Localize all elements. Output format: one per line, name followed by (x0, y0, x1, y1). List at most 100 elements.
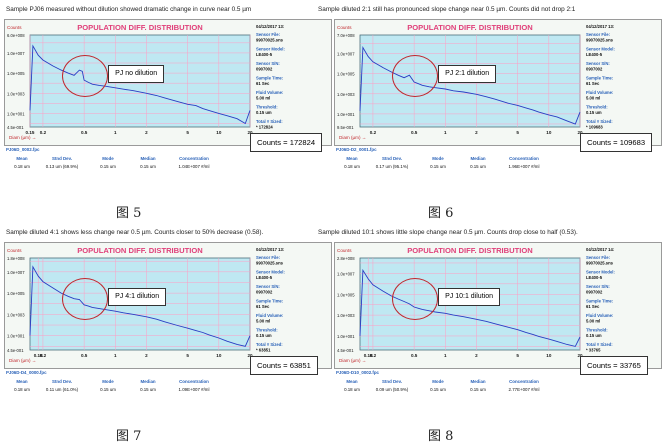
y-tick-label: 7.0e+008 (337, 33, 355, 38)
sensor-info-label: Total # Sized: (256, 342, 283, 347)
y-tick-label: 1.0e+001 (7, 111, 25, 116)
stats-header: Mean (346, 379, 358, 384)
stats-header: Concentration (179, 379, 209, 384)
stats-value: 0.15 um (140, 387, 156, 392)
stats-value: 0.15 um (100, 387, 116, 392)
stats-header: Stnd Dev. (52, 156, 72, 161)
y-tick-label: 1.0e+003 (337, 92, 355, 97)
stats-header: Mode (432, 379, 444, 384)
sensor-info-value: 0.15 um (586, 333, 602, 338)
sensor-info-value: 0.15 um (256, 333, 272, 338)
stats-value: 1.09E+007 #/ml (179, 387, 210, 392)
stats-value: 0.18 um (344, 387, 360, 392)
sensor-info-value: * 109683 (586, 125, 603, 130)
stats-value: 0.18 um (14, 387, 30, 392)
x-tick-label: 0.5 (411, 130, 418, 135)
sensor-info-label: Threshold: (586, 105, 608, 110)
x-tick-label: 2 (145, 130, 148, 135)
sensor-info-value: 61 Sec (256, 81, 270, 86)
sensor-info-value: 61 Sec (586, 304, 600, 309)
y-tick-label: 1.0e+005 (337, 72, 355, 77)
y-tick-label: 2.8e+008 (337, 256, 355, 261)
stats-header: Concentration (509, 156, 539, 161)
x-tick-label: 10 (546, 130, 552, 135)
data-series-line (359, 45, 581, 125)
x-tick-label: 5 (186, 353, 189, 358)
x-tick-label: 20 (577, 353, 583, 358)
sensor-info-value: 0907002 (586, 67, 603, 72)
stats-value: 0.09 um (50.9%) (376, 387, 409, 392)
sensor-info-value: 61 Sec (256, 304, 270, 309)
figure-label-4: 图 8 (428, 429, 454, 444)
y-tick-label: 1.0e+005 (7, 291, 25, 296)
sensor-info-value: 0907002 (256, 67, 273, 72)
stats-header: Median (140, 379, 155, 384)
stats-header: Mode (432, 156, 444, 161)
x-tick-label: 20 (247, 130, 253, 135)
sensor-info-value: LE400-5 (586, 275, 603, 280)
y-tick-label: 1.0e+003 (7, 312, 25, 317)
file-name: PJ06D-D4_0000.fpc (6, 370, 47, 375)
y-tick-label: 1.0e+007 (7, 270, 25, 275)
sensor-info-label: Threshold: (256, 328, 278, 333)
counts-box: Counts = 109683 (580, 133, 653, 152)
y-tick-label: 1.0e+007 (7, 51, 25, 56)
stats-header: Mode (102, 379, 114, 384)
sensor-info-value: 04/12/2017 13: (586, 24, 614, 29)
stats-value: 0.15 um (430, 387, 446, 392)
y-tick-label: 9.5e-001 (337, 125, 354, 130)
caption-2: Sample diluted 2:1 still has pronounced … (318, 6, 576, 13)
figure-label-3: 图 7 (116, 429, 142, 444)
sensor-info-value: 5.00 ml (256, 96, 270, 101)
x-tick-label: 1 (444, 353, 447, 358)
chart-title: POPULATION DIFF. DISTRIBUTION (407, 23, 533, 32)
chart-title: POPULATION DIFF. DISTRIBUTION (77, 246, 203, 255)
stats-value: 1.04E+007 #/ml (179, 164, 210, 169)
x-tick-label: 2 (475, 130, 478, 135)
y-tick-label: 1.0e+007 (337, 271, 355, 276)
file-name: PJ06D-D2_0001.fpc (336, 147, 377, 152)
stats-header: Concentration (509, 379, 539, 384)
stats-value: 1.96E+007 #/ml (509, 164, 540, 169)
sensor-info-label: Fluid Volume: (586, 313, 613, 318)
sensor-info-label: Sensor File: (586, 255, 610, 260)
stats-header: Median (470, 156, 485, 161)
x-axis-label: Diam (µm) → (339, 358, 366, 363)
x-tick-label: 5 (516, 353, 519, 358)
file-name: PJ06D-D10_0002.fpc (336, 370, 380, 375)
x-tick-label: 0.2 (370, 353, 377, 358)
sensor-info-label: Threshold: (586, 328, 608, 333)
stats-value: 0.18 um (14, 164, 30, 169)
stats-header: Median (470, 379, 485, 384)
sensor-info-value: * 172824 (256, 125, 273, 130)
sensor-info-label: Sensor File: (256, 32, 280, 37)
y-tick-label: 1.0e+003 (337, 313, 355, 318)
chart-title: POPULATION DIFF. DISTRIBUTION (407, 246, 533, 255)
x-tick-label: 5 (186, 130, 189, 135)
sensor-info-label: Sample Time: (256, 299, 283, 304)
counts-box: Counts = 63851 (250, 356, 318, 375)
stats-value: 0.15 um (100, 164, 116, 169)
sensor-info-value: 99070025.sns (586, 38, 614, 43)
sensor-info-value: 04/12/2017 13: (256, 247, 284, 252)
x-tick-label: 10 (216, 130, 222, 135)
sensor-info-label: Sensor Model: (256, 47, 285, 52)
x-tick-label: 2 (475, 353, 478, 358)
sensor-info-value: 04/12/2017 14: (586, 247, 614, 252)
x-tick-label: 0.18 (364, 353, 373, 358)
sensor-info-value: 99070025.sns (256, 38, 284, 43)
y-tick-label: 4.5e-001 (337, 348, 354, 353)
sensor-info-label: Fluid Volume: (586, 90, 613, 95)
x-tick-label: 0.2 (40, 353, 47, 358)
sensor-info-label: Sample Time: (586, 299, 613, 304)
stats-header: Mean (16, 156, 28, 161)
sensor-info-value: 61 Sec (586, 81, 600, 86)
chart-title: POPULATION DIFF. DISTRIBUTION (77, 23, 203, 32)
y-tick-label: 4.5e-001 (7, 348, 24, 353)
data-series-line (359, 268, 581, 347)
x-tick-label: 1 (114, 130, 117, 135)
x-tick-label: 1 (444, 130, 447, 135)
dilution-label: PJ 4:1 dilution (108, 288, 167, 306)
x-tick-label: 20 (577, 130, 583, 135)
stats-value: 0.17 um (95.1%) (376, 164, 409, 169)
